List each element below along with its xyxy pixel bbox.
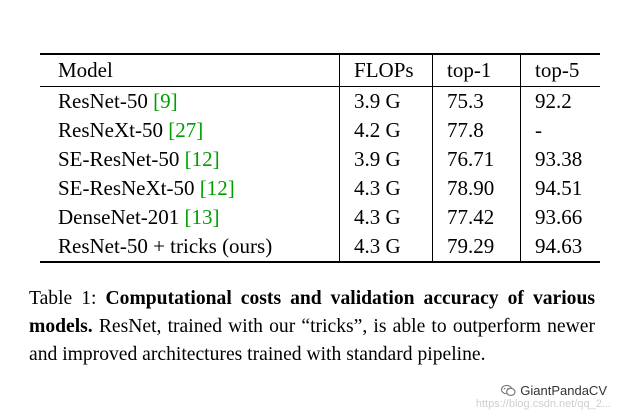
model-name: ResNeXt-50 — [58, 118, 169, 142]
model-name: ResNet-50 + tricks (ours) — [58, 234, 273, 258]
table-row: SE-ResNet-50 [12] 3.9 G 76.71 93.38 — [40, 145, 600, 174]
flops-cell: 4.2 G — [339, 116, 434, 145]
flops-cell: 3.9 G — [339, 86, 434, 116]
table-row: ResNet-50 [9] 3.9 G 75.3 92.2 — [40, 86, 600, 116]
model-cell: DenseNet-201 [13] — [40, 203, 341, 232]
top5-cell: 94.51 — [535, 176, 583, 200]
citation-link[interactable]: [12] — [184, 147, 220, 171]
table-row: SE-ResNeXt-50 [12] 4.3 G 78.90 94.51 — [40, 174, 600, 203]
model-cell: ResNet-50 + tricks (ours) — [40, 232, 341, 262]
top1-cell: 75.3 — [432, 86, 522, 116]
model-name: ResNet-50 — [58, 89, 154, 113]
top1-cell: 77.8 — [432, 116, 522, 145]
watermark-brand: GiantPandaCV — [520, 383, 607, 398]
model-cell: SE-ResNeXt-50 [12] — [40, 174, 341, 203]
header-top1: top-1 — [432, 54, 522, 87]
top1-cell: 77.42 — [432, 203, 522, 232]
table-row: DenseNet-201 [13] 4.3 G 77.42 93.66 — [40, 203, 600, 232]
watermark-url: https://blog.csdn.net/qq_2... — [475, 398, 611, 410]
model-name: SE-ResNet-50 — [58, 147, 185, 171]
table-row: ResNeXt-50 [27] 4.2 G 77.8 - — [40, 116, 600, 145]
citation-link[interactable]: [12] — [199, 176, 235, 200]
caption-bold: Computational costs and validation accur… — [29, 288, 595, 337]
citation-link[interactable]: [27] — [168, 118, 204, 142]
table-caption: Table 1: Computational costs and validat… — [29, 285, 595, 369]
model-cell: ResNet-50 [9] — [40, 86, 341, 116]
top1-cell: 78.90 — [432, 174, 522, 203]
model-cell: ResNeXt-50 [27] — [40, 116, 341, 145]
results-table: Model FLOPs top-1 top-5 ResNet-50 [9] 3.… — [40, 53, 600, 263]
header-model: Model — [40, 54, 341, 87]
caption-label: Table 1: — [29, 288, 106, 309]
wechat-icon — [501, 384, 516, 396]
model-name: SE-ResNeXt-50 — [58, 176, 200, 200]
table-row-ours: ResNet-50 + tricks (ours) 4.3 G 79.29 94… — [40, 232, 600, 262]
header-flops: FLOPs — [339, 54, 434, 87]
caption-text: ResNet, trained with our “tricks”, is ab… — [29, 316, 595, 365]
top1-cell-best: 79.29 — [432, 232, 522, 262]
top5-cell: 93.66 — [535, 205, 583, 229]
model-cell: SE-ResNet-50 [12] — [40, 145, 341, 174]
header-top5: top-5 — [535, 58, 580, 82]
flops-cell: 4.3 G — [339, 174, 434, 203]
top5-cell-best: 94.63 — [535, 234, 583, 258]
table-header-row: Model FLOPs top-1 top-5 — [40, 54, 600, 87]
top5-cell: - — [535, 118, 543, 142]
citation-link[interactable]: [9] — [153, 89, 178, 113]
model-name: DenseNet-201 — [58, 205, 185, 229]
top1-cell: 76.71 — [432, 145, 522, 174]
watermark: GiantPandaCV — [501, 383, 607, 398]
citation-link[interactable]: [13] — [184, 205, 220, 229]
flops-cell: 4.3 G — [339, 232, 434, 262]
flops-cell: 3.9 G — [339, 145, 434, 174]
top5-cell: 93.38 — [535, 147, 583, 171]
flops-cell: 4.3 G — [339, 203, 434, 232]
top5-cell: 92.2 — [535, 89, 572, 113]
